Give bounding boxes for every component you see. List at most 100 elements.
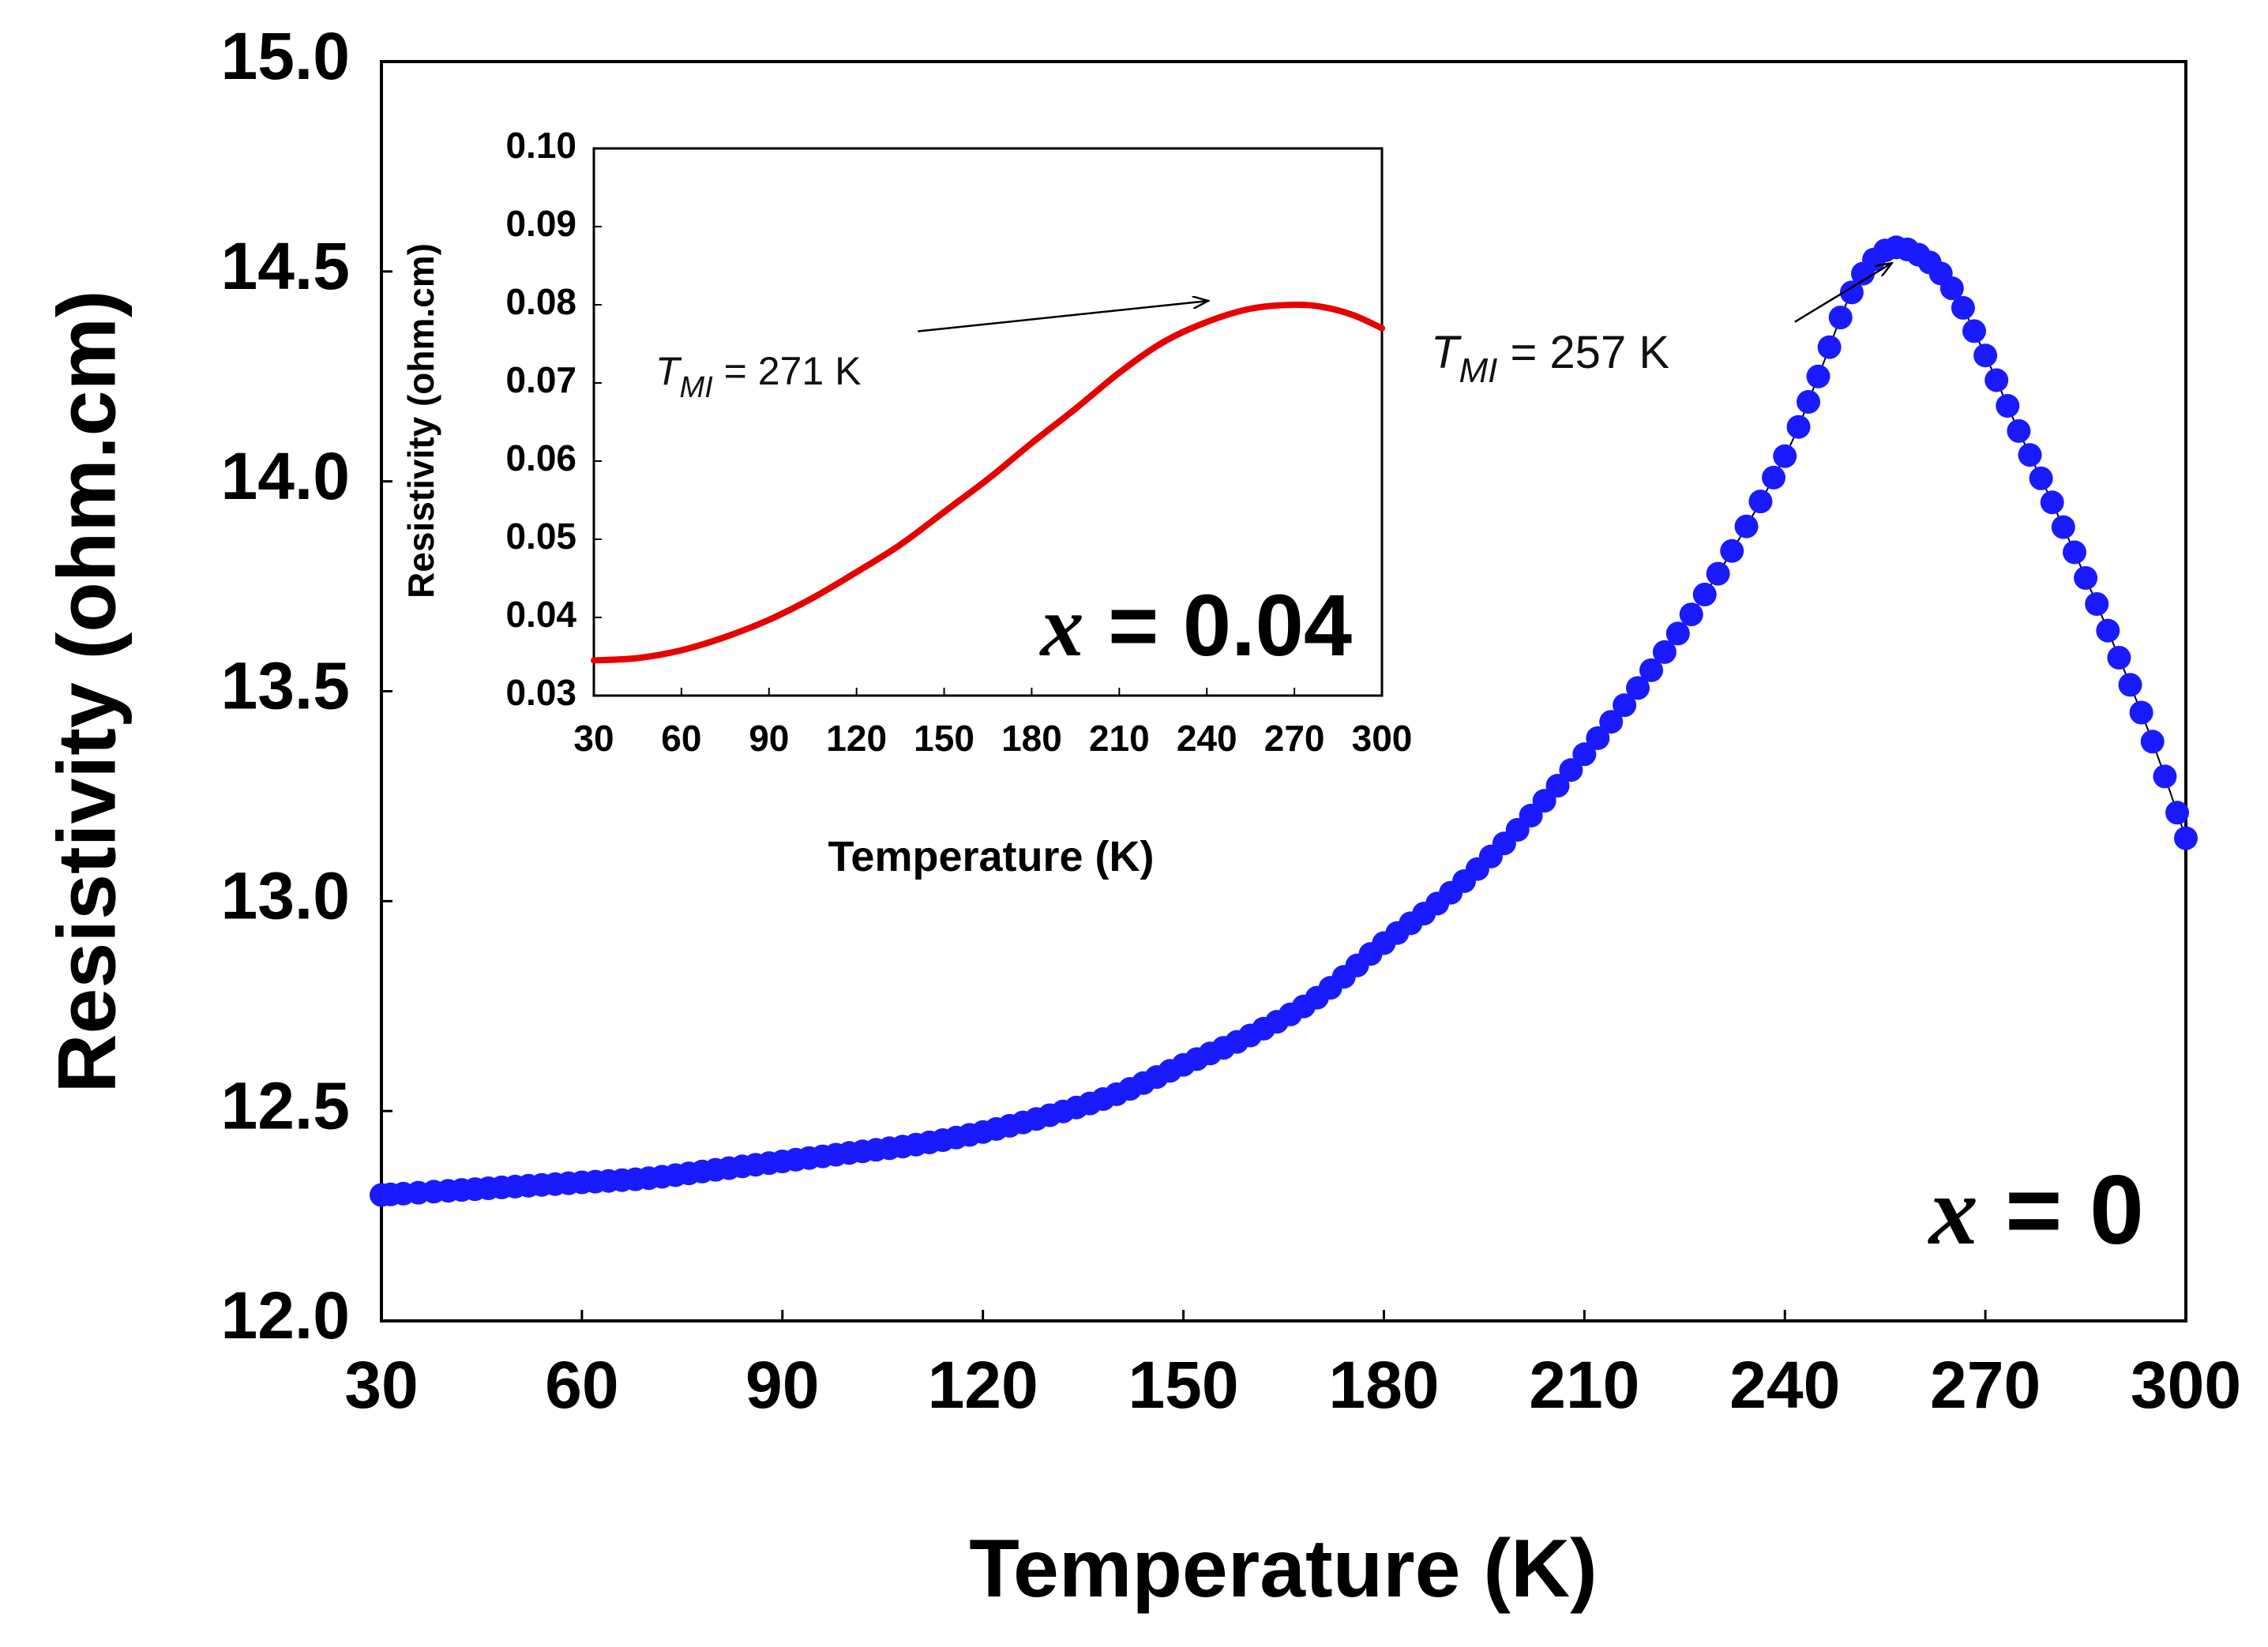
data-point [2174, 826, 2198, 850]
y-tick-label: 0.09 [505, 203, 576, 244]
x-tick-label: 30 [344, 1348, 418, 1422]
inset-annotation: TMI = 271 K [655, 301, 1208, 404]
data-point [1679, 602, 1703, 627]
x-tick-label: 270 [1264, 718, 1325, 759]
x-tick-label: 150 [1128, 1348, 1238, 1422]
x-tick-label: 150 [914, 718, 974, 759]
x-tick-label: 180 [1328, 1348, 1439, 1422]
main-x-ticks: 30 60 90 120 150 180 210 240 270 300 [344, 1310, 2241, 1422]
data-point [1626, 676, 1650, 700]
data-point [1599, 710, 1624, 734]
data-point [1817, 335, 1842, 359]
data-point [1996, 394, 2020, 418]
data-point [2029, 466, 2053, 490]
main-annotation: TMI = 257 K [1431, 263, 1892, 390]
x-tick-label: 210 [1089, 718, 1150, 759]
data-point [1692, 583, 1717, 606]
data-point [1720, 538, 1744, 563]
data-point [1572, 742, 1597, 767]
data-point [1786, 415, 1811, 439]
data-point [1773, 444, 1797, 468]
x-tick-label: 90 [749, 718, 789, 759]
x-tick-label: 180 [1001, 718, 1062, 759]
main-y-ticks: 12.0 12.5 13.0 13.5 14.0 14.5 15.0 [221, 19, 392, 1352]
data-point [2085, 592, 2109, 616]
main-annotation-arrow [1794, 263, 1892, 323]
data-point [1762, 465, 1785, 490]
data-point [2107, 646, 2131, 670]
x-tick-label: 270 [1930, 1348, 2041, 1422]
x-tick-label: 210 [1529, 1348, 1639, 1422]
data-point [2153, 764, 2177, 789]
y-tick-label: 13.5 [221, 649, 351, 723]
x-tick-label: 240 [1729, 1348, 1840, 1422]
inset-series-label: x = 0.04 [1039, 577, 1352, 674]
x-tick-label: 240 [1177, 718, 1237, 759]
main-x-axis-title: Temperature (K) [969, 1523, 1598, 1615]
data-point [1545, 774, 1570, 798]
data-point [1586, 726, 1610, 750]
y-tick-label: 12.5 [221, 1068, 351, 1142]
y-tick-label: 14.5 [221, 229, 351, 303]
y-tick-label: 15.0 [221, 19, 351, 93]
x-tick-label: 90 [745, 1348, 819, 1422]
y-tick-label: 0.08 [505, 281, 576, 322]
data-point [2018, 443, 2042, 467]
data-point [1951, 295, 1975, 320]
data-point [2118, 673, 2142, 697]
y-tick-label: 14.0 [221, 439, 351, 513]
data-point [1806, 364, 1831, 388]
data-point [2074, 566, 2098, 590]
data-point [2007, 418, 2031, 443]
inset-plot: 0.03 0.04 0.05 0.06 0.07 0.08 0.09 0.10 30 60 90 1… [400, 125, 1412, 880]
inset-annotation-label: TMI = 271 K [655, 349, 861, 404]
data-point [2129, 700, 2153, 725]
y-tick-label: 0.10 [505, 125, 576, 166]
y-tick-label: 0.06 [505, 437, 576, 478]
inset-data-line [591, 301, 1385, 664]
inset-y-axis-title: Resistivity (ohm.cm) [400, 243, 441, 598]
inset-y-ticks: 0.03 0.04 0.05 0.06 0.07 0.08 0.09 0.10 [505, 125, 602, 713]
data-point [2063, 540, 2086, 565]
main-series-label: x = 0 [1928, 1156, 2144, 1265]
data-point [2040, 490, 2064, 515]
inset-plot-frame [592, 147, 1384, 697]
main-annotation-label: TMI = 257 K [1431, 327, 1669, 390]
data-point [1639, 658, 1663, 682]
y-tick-label: 0.07 [505, 359, 576, 400]
data-point [1706, 561, 1730, 586]
data-point [1984, 368, 2009, 392]
x-tick-label: 30 [573, 718, 614, 759]
main-data-points [370, 235, 2198, 1207]
data-point [1665, 621, 1690, 646]
data-point [1839, 280, 1864, 305]
data-point [1962, 319, 1986, 343]
y-tick-label: 0.03 [505, 672, 576, 713]
y-tick-label: 0.04 [505, 594, 576, 635]
x-tick-label: 60 [661, 718, 701, 759]
data-point [1559, 758, 1583, 782]
y-tick-label: 0.05 [505, 516, 576, 557]
data-point [1652, 640, 1677, 664]
data-point [1613, 693, 1637, 718]
data-point [1532, 789, 1556, 813]
data-point [1973, 343, 1998, 368]
data-point [1797, 390, 1820, 414]
x-tick-label: 60 [545, 1348, 618, 1422]
inset-x-ticks: 30 60 90 120 150 180 210 240 270 300 [573, 688, 1412, 759]
data-point [2140, 730, 2165, 754]
x-tick-label: 300 [2131, 1348, 2241, 1422]
x-tick-label: 300 [1352, 718, 1413, 759]
main-y-axis-title: Resistivity (ohm.cm) [41, 290, 133, 1093]
y-tick-label: 13.0 [221, 859, 351, 933]
data-point [1734, 514, 1759, 538]
x-tick-label: 120 [826, 718, 887, 759]
data-point [1748, 490, 1773, 514]
data-point [2051, 515, 2075, 539]
y-tick-label: 12.0 [221, 1278, 351, 1352]
inset-x-axis-title: Temperature (K) [828, 833, 1154, 880]
data-point [2165, 801, 2189, 825]
x-tick-label: 120 [928, 1348, 1038, 1422]
data-point [1939, 276, 1964, 301]
